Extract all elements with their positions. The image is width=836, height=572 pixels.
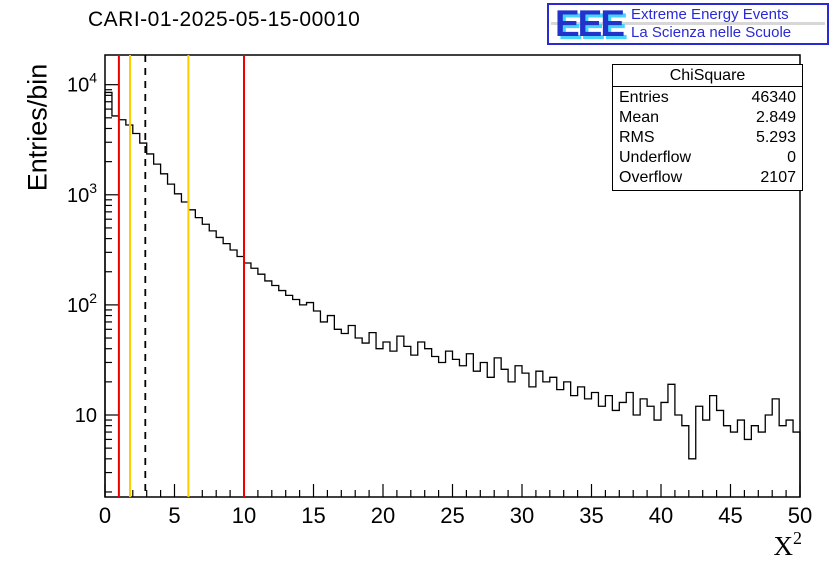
stats-box-title: ChiSquare — [613, 65, 802, 87]
x-tick-label: 5 — [168, 503, 180, 528]
y-tick-label: 102 — [67, 290, 97, 317]
x-tick-label: 35 — [579, 503, 603, 528]
y-tick-label: 10 — [75, 405, 97, 427]
x-tick-label: 50 — [788, 503, 812, 528]
x-tick-label: 25 — [440, 503, 464, 528]
x-axis-title: X2 — [774, 528, 803, 561]
x-tick-label: 10 — [232, 503, 256, 528]
x-tick-label: 30 — [510, 503, 534, 528]
stats-row: Overflow 2107 — [619, 169, 796, 186]
y-axis-title: Entries/bin — [22, 63, 53, 192]
stats-row: Mean 2.849 — [619, 109, 796, 126]
y-tick-label: 104 — [67, 70, 97, 97]
x-tick-label: 15 — [301, 503, 325, 528]
eee-logo: EEE Extreme Energy Events La Scienza nel… — [547, 3, 829, 45]
stats-row: Underflow 0 — [619, 149, 796, 166]
eee-logo-acronym: EEE — [555, 3, 625, 44]
stats-rows: Entries 46340 Mean 2.849 RMS 5.293 Underflow 0 O… — [613, 87, 802, 190]
y-tick-label: 103 — [67, 180, 97, 207]
plot-title: CARI-01-2025-05-15-00010 — [88, 8, 361, 31]
x-tick-label: 45 — [718, 503, 742, 528]
x-tick-label: 20 — [371, 503, 395, 528]
eee-logo-line2: La Scienza nelle Scuole — [631, 24, 792, 41]
stats-box: ChiSquare Entries 46340 Mean 2.849 RMS 5.293 U… — [612, 64, 803, 191]
stats-row: RMS 5.293 — [619, 129, 796, 146]
x-tick-label: 40 — [649, 503, 673, 528]
x-tick-label: 0 — [99, 503, 111, 528]
logo-stripe-decoration — [551, 22, 825, 25]
stats-row: Entries 46340 — [619, 89, 796, 106]
histogram-line — [104, 91, 801, 497]
eee-logo-line1: Extreme Energy Events — [631, 6, 789, 23]
eee-logo-text: Extreme Energy Events La Scienza nelle S… — [631, 6, 791, 42]
